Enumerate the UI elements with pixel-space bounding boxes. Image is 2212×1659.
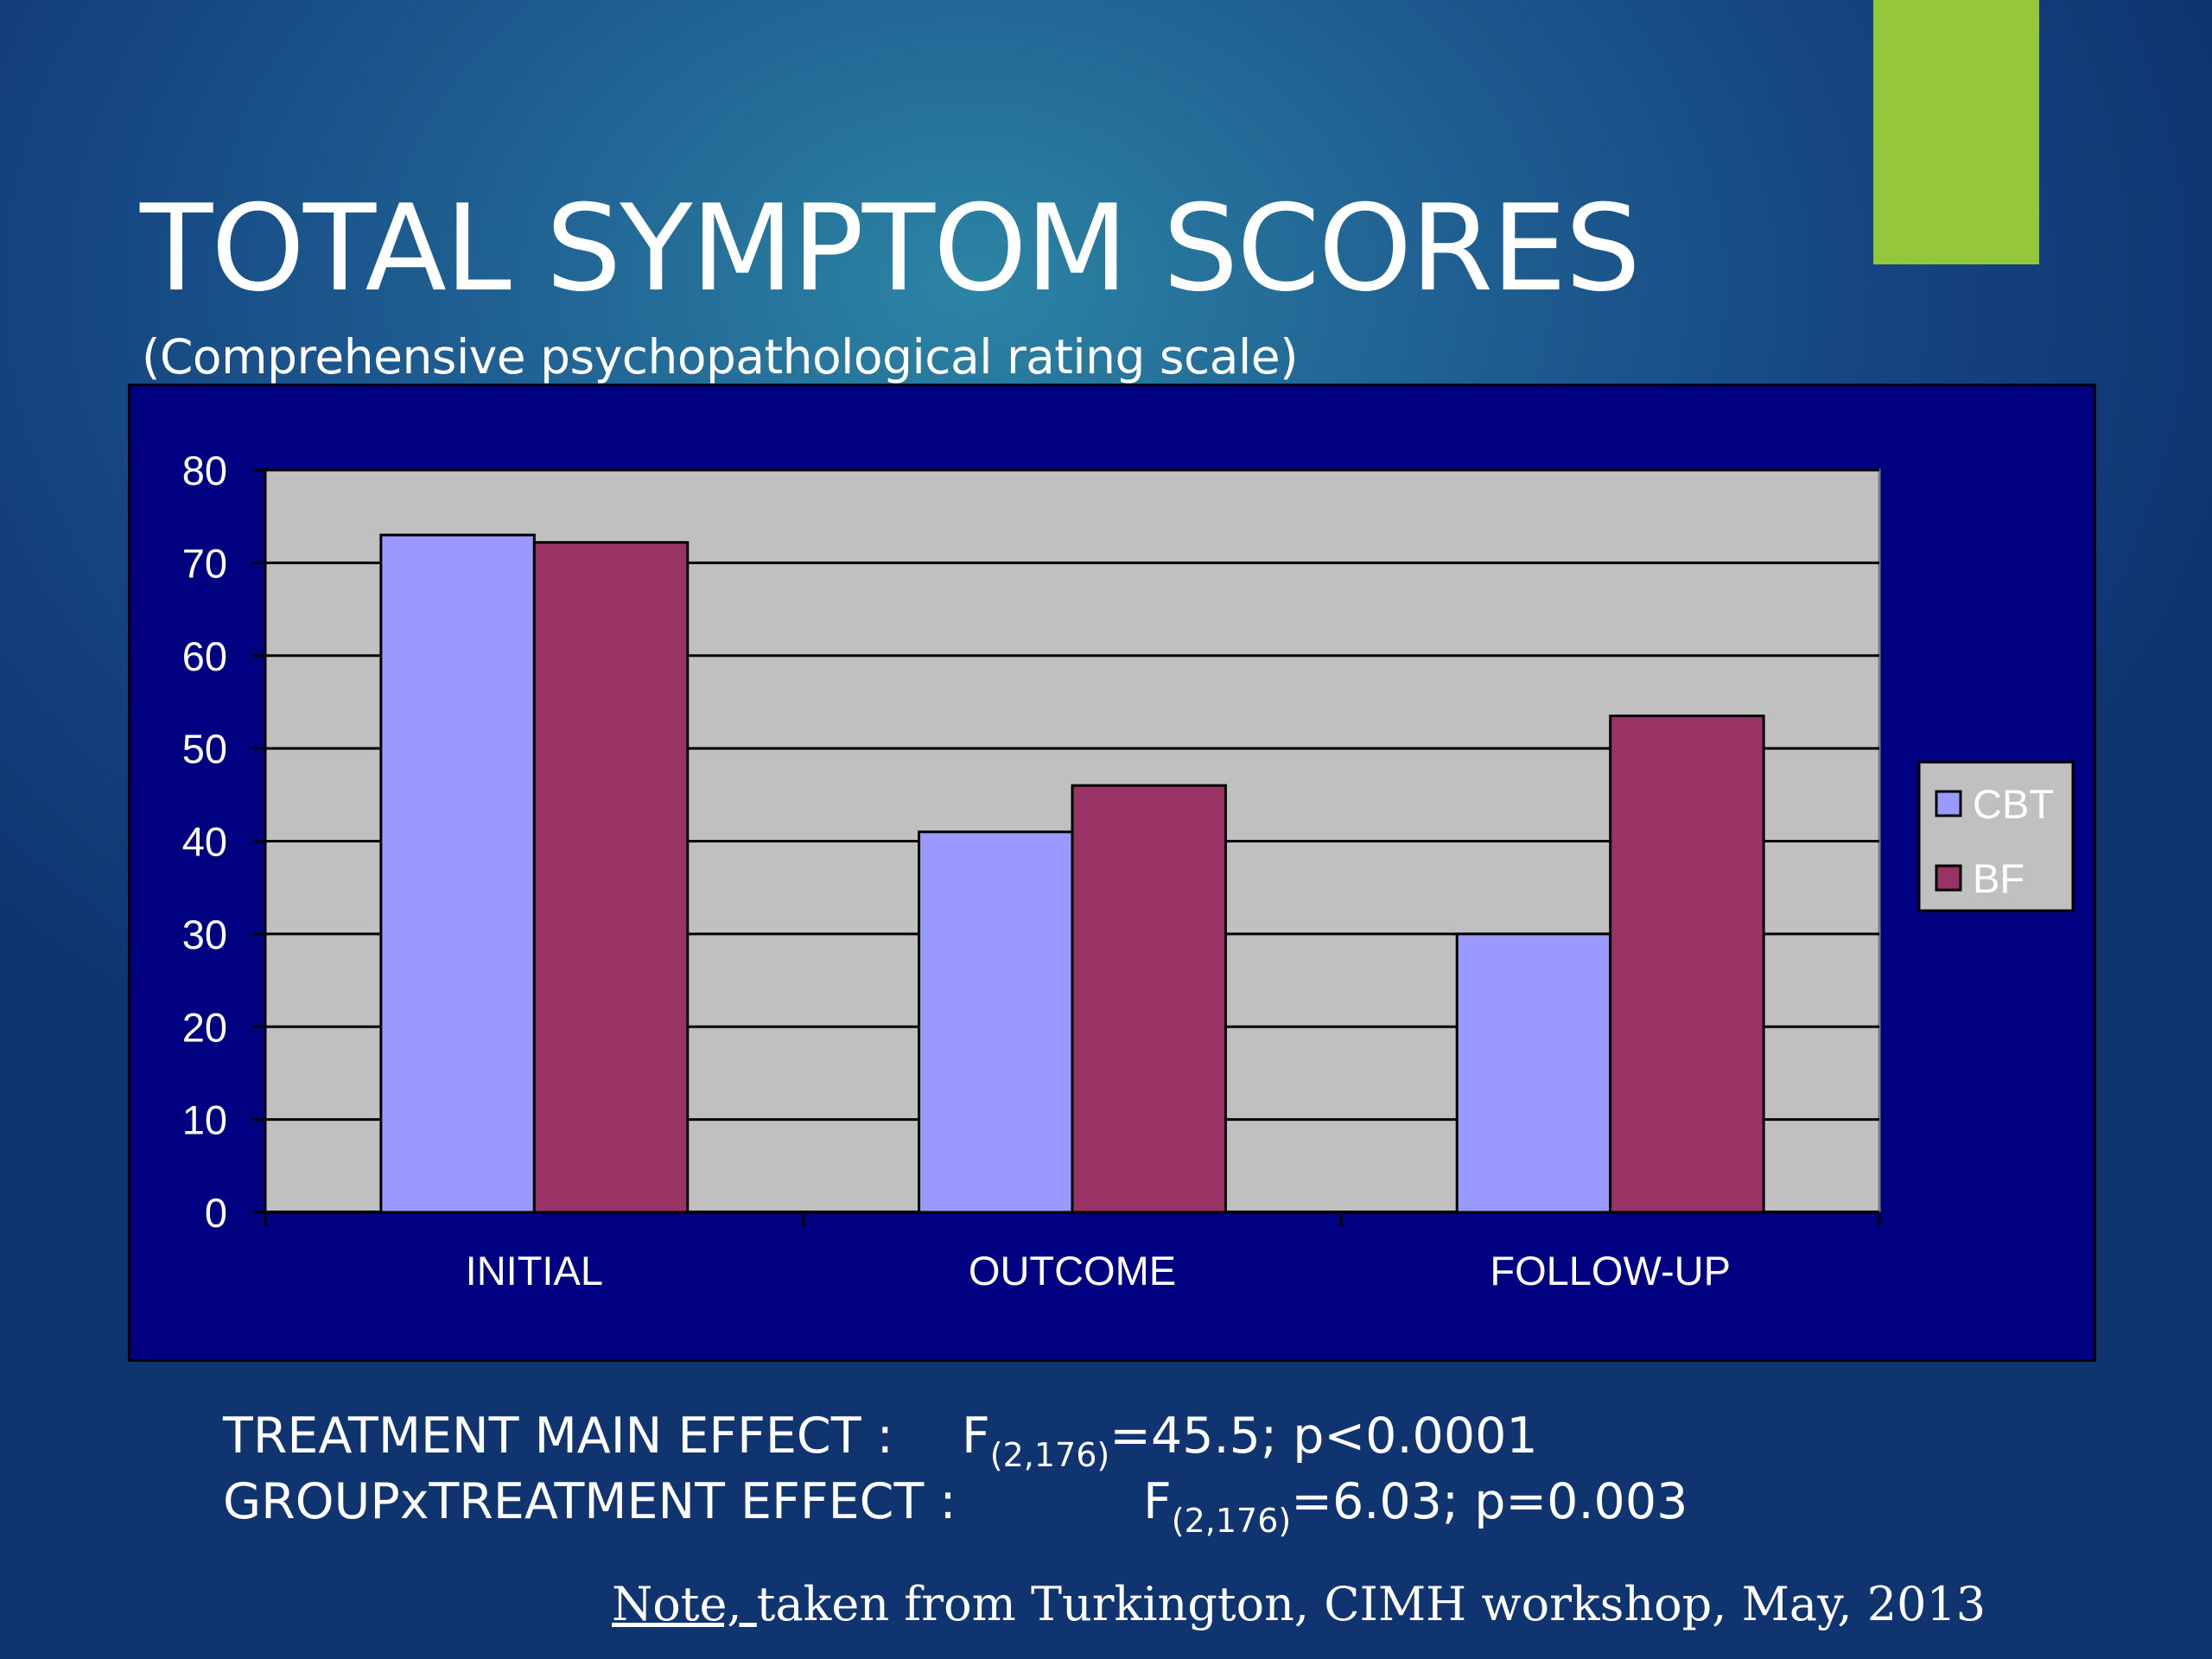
f-symbol: F: [962, 1408, 990, 1465]
y-tick-label: 20: [182, 1004, 227, 1050]
bar-bf: [1609, 715, 1765, 1214]
bar-bf: [532, 541, 690, 1214]
f-df: (2,176): [1171, 1502, 1292, 1540]
slide-title: TOTAL SYMPTOM SCORES: [140, 179, 1641, 318]
note-prefix: Note,: [612, 1577, 757, 1631]
legend-swatch-cbt: [1935, 790, 1962, 817]
bar-bf: [1071, 784, 1227, 1214]
x-tick-label: FOLLOW-UP: [1490, 1248, 1731, 1294]
note-text: taken from Turkington, CIMH workshop, Ma…: [756, 1577, 1986, 1631]
stat-f: F(2,176)=6.03; p=0.003: [1143, 1471, 1688, 1552]
treatment-main-effect: TREATMENT MAIN EFFECT : F(2,176)=45.5; p…: [223, 1405, 1538, 1474]
y-tick-label: 30: [182, 912, 227, 957]
legend-swatch-bf: [1935, 864, 1962, 892]
x-tick-label: INITIAL: [466, 1248, 603, 1294]
y-tick-label: 40: [182, 819, 227, 865]
bar-cbt: [1455, 932, 1612, 1214]
x-tick-label: OUTCOME: [969, 1248, 1176, 1294]
f-symbol: F: [1143, 1473, 1172, 1530]
f-value: =45.5; p<0.0001: [1109, 1408, 1538, 1465]
f-value: =6.03; p=0.003: [1291, 1473, 1688, 1530]
stat-label: GROUPxTREATMENT EFFECT :: [223, 1473, 957, 1530]
y-tick-label: 10: [182, 1097, 227, 1143]
y-tick-label: 0: [205, 1190, 227, 1236]
legend-label: BF: [1973, 855, 2024, 901]
y-tick-label: 70: [182, 540, 227, 586]
f-df: (2,176): [989, 1436, 1110, 1474]
accent-bar: [1873, 0, 2039, 264]
slide-subtitle: (Comprehensive psychopathological rating…: [142, 329, 1299, 385]
y-tick-label: 80: [182, 448, 227, 493]
bar-cbt: [379, 533, 536, 1214]
stat-f: F(2,176)=45.5; p<0.0001: [962, 1405, 1538, 1486]
source-note: Note, taken from Turkington, CIMH worksh…: [612, 1574, 1986, 1635]
group-treatment-effect: GROUPxTREATMENT EFFECT : F(2,176)=6.03; …: [223, 1471, 1688, 1540]
legend-label: CBT: [1973, 781, 2054, 827]
bar-cbt: [918, 830, 1074, 1214]
bar-chart: 0 10 20 30 40 50 60 70 80 INITIAL OUTCOME FOLLOW-UP…: [182, 448, 2075, 1294]
stat-label: TREATMENT MAIN EFFECT :: [223, 1408, 893, 1465]
y-tick-label: 50: [182, 726, 227, 772]
y-tick-label: 60: [182, 633, 227, 679]
chart-area: 0 10 20 30 40 50 60 70 80 INITIAL OUTCOME FOLLOW-UP…: [128, 384, 2096, 1362]
